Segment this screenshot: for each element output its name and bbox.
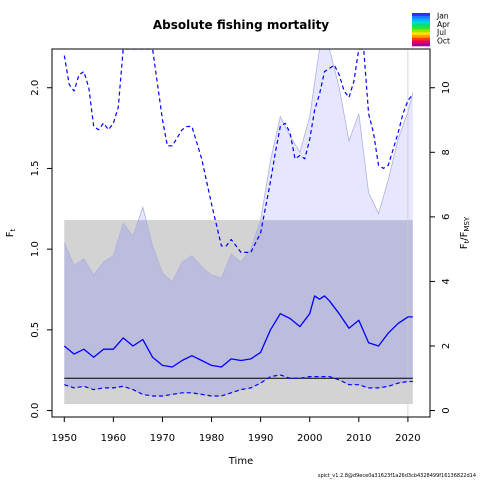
legend-label: Apr: [437, 20, 451, 29]
legend-swatch: [412, 18, 430, 22]
chart-title: Absolute fishing mortality: [153, 18, 329, 32]
x-tick-label: 1960: [101, 433, 126, 444]
footer-version: spict_v1.2.8@d9ece0a31623f1a26d3cb432849…: [318, 473, 476, 479]
y-tick-label-left: 1.5: [30, 160, 41, 176]
legend-swatch: [412, 35, 430, 39]
x-axis: 1950 1960 1970 1980 1990 2000 2010 2020: [52, 417, 421, 444]
f-estimate-line: [63, 295, 413, 368]
legend-swatch: [412, 43, 430, 47]
f-lower-dashed-line: [64, 374, 413, 397]
y-tick-label-right: 2: [441, 343, 452, 349]
legend-swatch: [412, 32, 430, 36]
legend-swatch: [412, 37, 430, 41]
y-axis-label-left: Ft: [5, 228, 17, 237]
y-tick-label-right: 4: [441, 278, 452, 284]
legend-swatch: [412, 40, 430, 44]
x-tick-label: 2020: [395, 433, 420, 444]
y-tick-label-right: 0: [441, 407, 452, 413]
x-tick-label: 1970: [150, 433, 175, 444]
legend-swatch: [412, 15, 430, 19]
y-tick-label-right: 10: [441, 81, 452, 94]
y-tick-label-left: 2.0: [30, 80, 41, 96]
y-axis-right: 0 2 4 6 8 10: [430, 81, 452, 414]
legend-label: Jul: [436, 28, 446, 37]
y-tick-label-left: 0.5: [30, 322, 41, 338]
y-tick-label-right: 8: [441, 149, 452, 155]
y-tick-label-right: 6: [441, 214, 452, 220]
legend-swatch: [412, 24, 430, 28]
y-axis-left: 0.0 0.5 1.0 1.5 2.0: [30, 80, 52, 419]
x-tick-label: 2010: [346, 433, 371, 444]
x-tick-label: 1950: [52, 433, 77, 444]
x-tick-label: 1980: [199, 433, 224, 444]
x-tick-label: 1990: [248, 433, 273, 444]
legend-swatch: [412, 13, 430, 17]
y-tick-label-left: 0.0: [30, 403, 41, 419]
legend-label: Oct: [437, 36, 450, 45]
plot-area: [63, 49, 414, 417]
legend-swatch: [412, 21, 430, 25]
legend-swatch: [412, 29, 430, 33]
legend-label: Jan: [436, 12, 449, 21]
f-relative-dashed-line: [63, 49, 414, 253]
y-tick-label-left: 1.0: [30, 241, 41, 257]
y-axis-label-right: Ft/FMSY: [459, 216, 471, 249]
x-tick-label: 2000: [297, 433, 322, 444]
legend-swatch: [412, 26, 430, 30]
plot-frame: [51, 48, 431, 418]
x-axis-label: Time: [228, 456, 253, 467]
ci-upper-edge: [63, 49, 414, 283]
confidence-band-overlap: [64, 220, 413, 396]
